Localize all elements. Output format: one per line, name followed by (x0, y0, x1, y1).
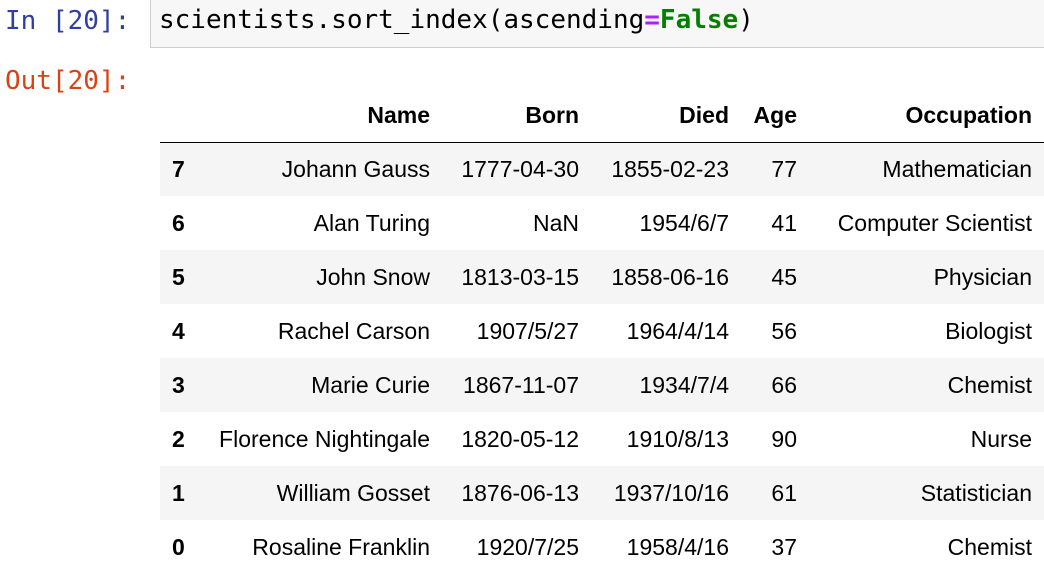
row-index: 6 (172, 209, 185, 236)
dataframe-table: Name Born Died Age Occupation 7 Johann Ga… (160, 90, 1044, 574)
table-row: 0 Rosaline Franklin 1920/7/25 1958/4/16 37 Ch… (160, 520, 1044, 574)
row-index: 5 (172, 263, 185, 290)
header-born: Born (442, 90, 591, 143)
cell-age: 56 (771, 317, 797, 344)
cell-age: 45 (771, 263, 797, 290)
cell-occupation: Nurse (970, 425, 1032, 452)
cell-died: 1958/4/16 (626, 533, 729, 560)
cell-age: 61 (771, 479, 797, 506)
cell-name: Alan Turing (313, 209, 430, 236)
table-row: 3 Marie Curie 1867-11-07 1934/7/4 66 Chemist (160, 358, 1044, 412)
row-index: 7 (172, 155, 185, 182)
cell-died: 1964/4/14 (626, 317, 729, 344)
table-row: 4 Rachel Carson 1907/5/27 1964/4/14 56 Biolog… (160, 304, 1044, 358)
cell-born: 1907/5/27 (476, 317, 579, 344)
table-row: 6 Alan Turing NaN 1954/6/7 41 Computer Scient… (160, 196, 1044, 250)
cell-name: Marie Curie (311, 371, 430, 398)
cell-occupation: Computer Scientist (837, 209, 1032, 236)
table-row: 5 John Snow 1813-03-15 1858-06-16 45 Physicia… (160, 250, 1044, 304)
cell-name: Rachel Carson (277, 317, 430, 344)
cell-name: John Snow (316, 263, 430, 290)
row-index: 3 (172, 371, 185, 398)
table-row: 2 Florence Nightingale 1820-05-12 1910/8/13… (160, 412, 1044, 466)
row-index: 0 (172, 533, 185, 560)
cell-occupation: Chemist (947, 533, 1032, 560)
input-prompt: In [20]: (5, 6, 131, 36)
cell-died: 1910/8/13 (626, 425, 729, 452)
cell-age: 41 (771, 209, 797, 236)
cell-died: 1934/7/4 (639, 371, 729, 398)
cell-age: 77 (771, 155, 797, 182)
cell-occupation: Statistician (920, 479, 1032, 506)
cell-name: William Gosset (276, 479, 430, 506)
header-died: Died (591, 90, 741, 143)
cell-born: 1777-04-30 (461, 155, 579, 182)
cell-name: Florence Nightingale (219, 425, 430, 452)
header-index (160, 90, 200, 143)
cell-born: 1876-06-13 (461, 479, 579, 506)
cell-age: 37 (771, 533, 797, 560)
table-row: 7 Johann Gauss 1777-04-30 1855-02-23 77 Mathe… (160, 142, 1044, 196)
code-input-area[interactable]: scientists.sort_index(ascending=False) (150, 0, 1044, 48)
cell-born: 1820-05-12 (461, 425, 579, 452)
header-occupation: Occupation (809, 90, 1044, 143)
header-name: Name (200, 90, 442, 143)
code-close-paren: ) (738, 5, 754, 35)
cell-born: 1920/7/25 (476, 533, 579, 560)
cell-died: 1858-06-16 (611, 263, 729, 290)
cell-occupation: Biologist (945, 317, 1032, 344)
cell-born: 1867-11-07 (463, 371, 579, 398)
row-index: 1 (172, 479, 185, 506)
row-index: 4 (172, 317, 185, 344)
cell-born: NaN (532, 209, 579, 236)
header-age: Age (741, 90, 809, 143)
cell-age: 66 (771, 371, 797, 398)
cell-occupation: Mathematician (882, 155, 1032, 182)
cell-occupation: Chemist (947, 371, 1032, 398)
output-prompt: Out[20]: (5, 66, 131, 96)
table-row: 1 William Gosset 1876-06-13 1937/10/16 61 Sta… (160, 466, 1044, 520)
row-index: 2 (172, 425, 185, 452)
cell-died: 1937/10/16 (613, 479, 729, 506)
table-header-row: Name Born Died Age Occupation (160, 90, 1044, 143)
code-operator: = (644, 5, 660, 35)
cell-died: 1954/6/7 (639, 209, 729, 236)
code-keyword: False (659, 5, 739, 35)
code-line: scientists.sort_index(ascending=False) (159, 5, 754, 35)
cell-age: 90 (771, 425, 797, 452)
cell-born: 1813-03-15 (461, 263, 579, 290)
cell-name: Rosaline Franklin (252, 533, 430, 560)
cell-occupation: Physician (933, 263, 1032, 290)
code-text: scientists.sort_index(ascending (159, 5, 645, 35)
cell-name: Johann Gauss (281, 155, 430, 182)
cell-died: 1855-02-23 (611, 155, 729, 182)
